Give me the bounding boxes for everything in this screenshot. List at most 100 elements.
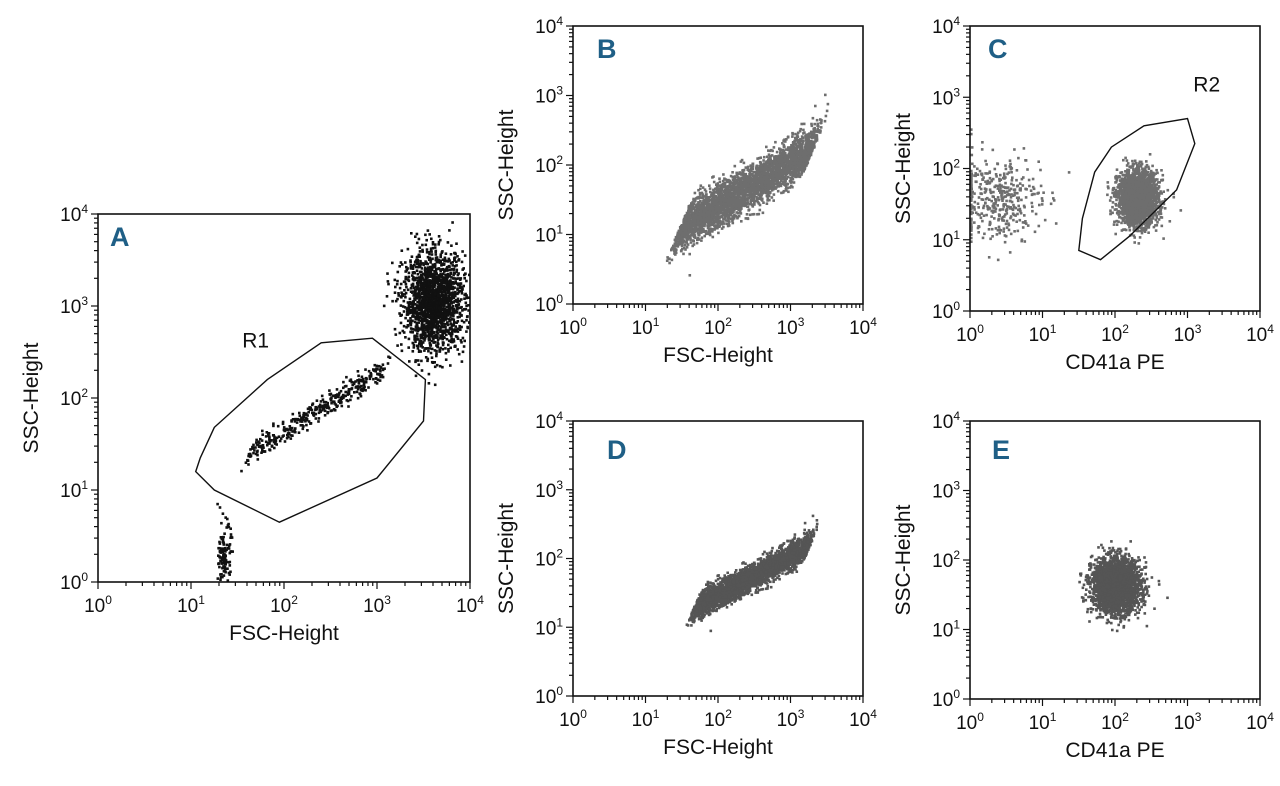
event-dot bbox=[332, 400, 336, 403]
event-dot bbox=[823, 119, 827, 123]
event-dot bbox=[749, 169, 753, 173]
event-dot bbox=[766, 182, 770, 185]
event-dot bbox=[718, 196, 722, 200]
event-dot bbox=[813, 122, 816, 126]
event-dot bbox=[418, 246, 422, 249]
event-dot bbox=[427, 305, 431, 309]
event-dot bbox=[785, 185, 788, 189]
event-dot bbox=[779, 151, 782, 155]
event-dot bbox=[318, 408, 321, 412]
event-dot bbox=[424, 314, 427, 318]
event-dot bbox=[378, 373, 382, 376]
event-dot bbox=[272, 424, 275, 428]
event-dot bbox=[692, 207, 695, 211]
event-dot bbox=[436, 259, 440, 262]
event-dot bbox=[720, 222, 724, 226]
event-dot bbox=[425, 238, 428, 242]
event-dot bbox=[773, 179, 776, 183]
event-dot bbox=[457, 272, 460, 275]
y-axis-label: SSC-Height bbox=[20, 342, 43, 453]
event-dot bbox=[758, 197, 761, 200]
event-dot bbox=[426, 295, 429, 299]
event-dot bbox=[726, 222, 729, 226]
event-dot bbox=[742, 185, 746, 189]
event-dot bbox=[703, 222, 707, 226]
event-dot bbox=[403, 289, 406, 292]
event-dot bbox=[676, 245, 680, 248]
event-dot bbox=[361, 389, 364, 393]
event-dot bbox=[728, 220, 731, 223]
event-dot bbox=[326, 401, 329, 405]
event-dot bbox=[381, 368, 385, 372]
event-dot bbox=[421, 330, 425, 333]
event-dot bbox=[350, 395, 353, 398]
event-dot bbox=[749, 186, 752, 190]
event-dot bbox=[424, 332, 427, 335]
event-dot bbox=[700, 191, 704, 195]
event-dot bbox=[427, 382, 431, 385]
event-dot bbox=[431, 272, 435, 276]
event-dot bbox=[428, 252, 431, 256]
x-tick-label: 104 bbox=[456, 593, 484, 617]
event-dot bbox=[429, 309, 433, 312]
event-dot bbox=[217, 562, 221, 565]
event-dot bbox=[779, 176, 782, 180]
event-dot bbox=[449, 261, 453, 265]
event-dot bbox=[413, 277, 416, 280]
event-dot bbox=[417, 363, 421, 366]
event-dot bbox=[273, 435, 276, 439]
event-dot bbox=[216, 577, 220, 580]
event-dot bbox=[749, 174, 752, 178]
event-dot bbox=[785, 177, 788, 180]
event-dot bbox=[416, 359, 420, 362]
event-dot bbox=[429, 281, 432, 285]
event-dot bbox=[463, 277, 466, 280]
event-dot bbox=[682, 252, 685, 256]
event-dot bbox=[698, 205, 702, 209]
event-dot bbox=[462, 308, 466, 311]
event-dot bbox=[428, 269, 432, 273]
event-dot bbox=[408, 309, 411, 313]
event-dot bbox=[419, 308, 422, 311]
event-dot bbox=[443, 331, 446, 335]
event-dot bbox=[418, 315, 421, 319]
event-dot bbox=[411, 282, 415, 286]
event-dot bbox=[680, 242, 683, 245]
event-dot bbox=[766, 170, 769, 174]
event-dot bbox=[373, 363, 377, 367]
event-dot bbox=[739, 186, 743, 190]
event-dot bbox=[719, 192, 722, 196]
event-dot bbox=[401, 305, 405, 308]
event-dot bbox=[415, 269, 419, 272]
event-dot bbox=[330, 409, 334, 412]
event-dot bbox=[442, 268, 446, 272]
event-dot bbox=[452, 311, 456, 315]
event-dot bbox=[814, 140, 817, 143]
event-dot bbox=[774, 174, 777, 178]
event-dot bbox=[727, 196, 730, 200]
event-dot bbox=[428, 256, 432, 260]
event-dot bbox=[689, 207, 692, 210]
event-dot bbox=[404, 336, 407, 339]
event-dot bbox=[439, 285, 442, 289]
event-dot bbox=[404, 261, 407, 264]
event-dot bbox=[445, 280, 449, 284]
event-dot bbox=[769, 185, 773, 188]
event-dot bbox=[409, 260, 412, 264]
event-dot bbox=[437, 274, 440, 277]
event-dot bbox=[456, 337, 460, 340]
event-dot bbox=[263, 450, 267, 453]
event-dot bbox=[757, 202, 761, 205]
event-dot bbox=[767, 168, 771, 172]
event-dot bbox=[447, 283, 450, 286]
event-dot bbox=[726, 180, 729, 184]
event-dot bbox=[444, 325, 447, 329]
event-dot bbox=[700, 239, 703, 242]
event-dot bbox=[264, 440, 268, 444]
event-dot bbox=[435, 267, 438, 271]
event-dot bbox=[360, 384, 363, 388]
event-dot bbox=[455, 268, 459, 272]
event-dot bbox=[456, 255, 459, 258]
event-dot bbox=[826, 102, 830, 106]
event-dot bbox=[427, 251, 431, 254]
